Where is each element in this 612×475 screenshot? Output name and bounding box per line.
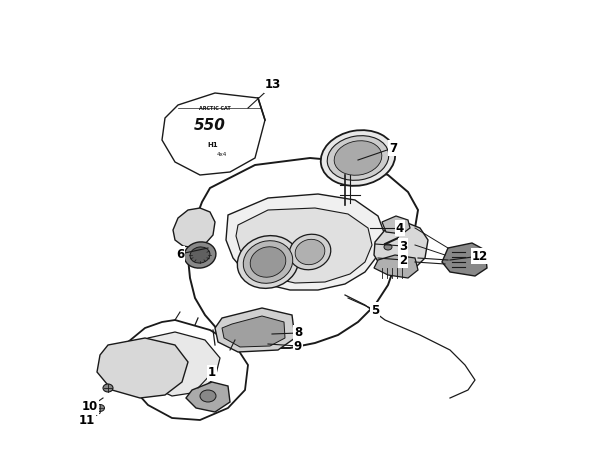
Polygon shape <box>186 382 230 412</box>
Text: 6: 6 <box>176 247 184 260</box>
Polygon shape <box>215 308 295 352</box>
Ellipse shape <box>384 244 392 250</box>
Ellipse shape <box>103 384 113 392</box>
Ellipse shape <box>334 141 382 175</box>
Text: 7: 7 <box>389 142 397 154</box>
Polygon shape <box>97 338 188 398</box>
Text: 4: 4 <box>396 221 404 235</box>
Polygon shape <box>122 320 248 420</box>
Text: H1: H1 <box>207 142 218 148</box>
Text: 13: 13 <box>265 78 281 92</box>
Text: 9: 9 <box>294 340 302 352</box>
Text: 550: 550 <box>194 117 226 133</box>
Polygon shape <box>188 158 418 348</box>
Polygon shape <box>374 222 428 272</box>
Polygon shape <box>162 93 265 175</box>
Text: 5: 5 <box>371 304 379 316</box>
Ellipse shape <box>289 234 330 270</box>
Ellipse shape <box>95 405 105 411</box>
Polygon shape <box>374 255 418 278</box>
Ellipse shape <box>250 247 286 277</box>
Ellipse shape <box>327 136 389 180</box>
Ellipse shape <box>295 239 325 265</box>
Polygon shape <box>222 316 285 347</box>
Polygon shape <box>382 216 410 234</box>
Polygon shape <box>226 194 385 290</box>
Ellipse shape <box>200 390 216 402</box>
Ellipse shape <box>190 247 210 263</box>
Text: 10: 10 <box>82 400 98 414</box>
Ellipse shape <box>184 242 216 268</box>
Text: 3: 3 <box>399 239 407 253</box>
Polygon shape <box>135 332 220 396</box>
Ellipse shape <box>321 130 395 186</box>
Text: 8: 8 <box>294 326 302 340</box>
Text: 12: 12 <box>472 249 488 263</box>
Polygon shape <box>173 208 215 248</box>
Text: 4x4: 4x4 <box>217 152 227 158</box>
Text: 11: 11 <box>79 415 95 428</box>
Text: 2: 2 <box>399 254 407 266</box>
Polygon shape <box>236 208 372 283</box>
Polygon shape <box>442 243 487 276</box>
Text: ARCTIC CAT: ARCTIC CAT <box>199 105 231 111</box>
Text: 1: 1 <box>208 367 216 380</box>
Ellipse shape <box>237 236 299 288</box>
Ellipse shape <box>243 241 293 283</box>
